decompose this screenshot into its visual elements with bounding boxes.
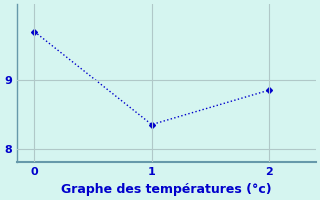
- X-axis label: Graphe des températures (°c): Graphe des températures (°c): [61, 183, 272, 196]
